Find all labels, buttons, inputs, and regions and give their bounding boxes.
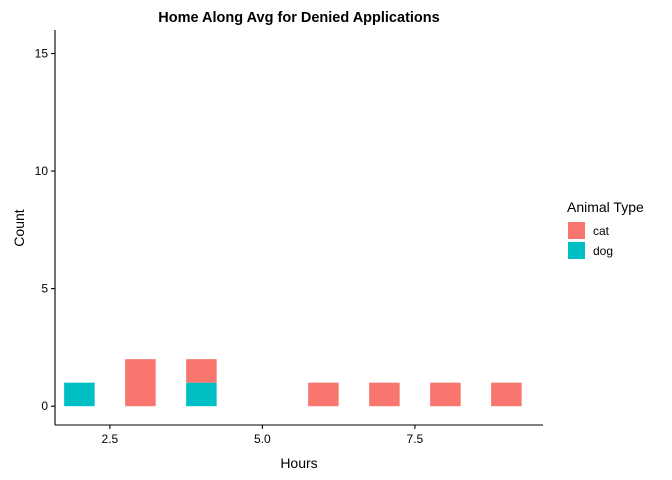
bar-cat-2 [308,382,339,407]
legend: Animal Type cat dog [567,199,644,259]
bars-group [64,359,522,407]
y-tick-label-2: 10 [35,164,49,178]
bar-cat-3 [369,382,400,407]
y-axis-ticks: 0 5 10 15 [35,47,55,413]
chart-title: Home Along Avg for Denied Applications [158,10,439,26]
bar-cat-1 [186,359,217,383]
legend-key-dog [568,242,585,259]
legend-label-cat: cat [593,224,610,238]
legend-title: Animal Type [567,199,644,215]
legend-key-cat [568,222,585,239]
legend-items: cat dog [568,222,613,259]
legend-label-dog: dog [593,244,613,258]
bar-dog-1 [186,382,217,407]
x-tick-label-2: 7.5 [407,432,424,446]
y-tick-label-3: 15 [35,47,49,61]
y-axis-title: Count [11,209,27,246]
bar-cat-0 [125,359,156,407]
y-tick-label-1: 5 [41,282,48,296]
x-tick-label-0: 2.5 [102,432,119,446]
y-tick-label-0: 0 [41,399,48,413]
bar-cat-5 [491,382,522,407]
x-axis-title: Hours [280,455,317,471]
x-tick-label-1: 5.0 [254,432,271,446]
bar-dog-0 [64,382,95,407]
bar-cat-4 [430,382,461,407]
x-axis-ticks: 2.5 5.0 7.5 [102,425,424,446]
